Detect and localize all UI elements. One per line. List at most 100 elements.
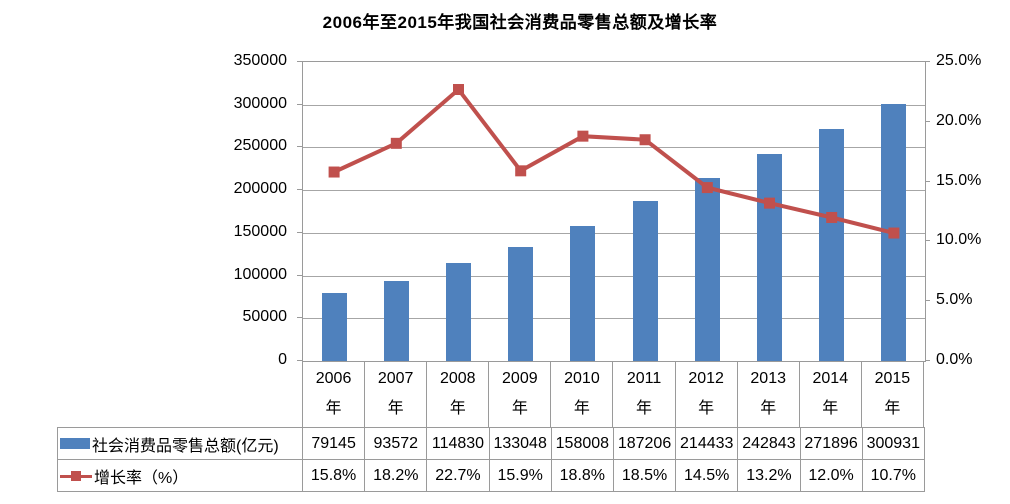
year-number: 2015 xyxy=(874,370,911,388)
value-cell-2010年-s0: 158008 xyxy=(550,427,614,460)
right-axis-tick-label: 10.0% xyxy=(936,231,982,249)
table-row-line: 增长率（%） 15.8% 18.2% 22.7% 15.9% 18.8% 18.5% 14.5… xyxy=(57,459,925,492)
left-axis-tick xyxy=(297,317,302,319)
value-cell-2009年-s0: 133048 xyxy=(488,427,552,460)
line-marker-2010年 xyxy=(577,130,589,142)
year-suffix: 年 xyxy=(449,399,466,417)
right-axis-tick xyxy=(925,240,930,242)
line-marker-2015年 xyxy=(888,227,900,239)
growth-rate-line xyxy=(328,84,900,239)
year-number: 2009 xyxy=(502,370,538,388)
x-axis-label-2013年: 2013 年 xyxy=(738,361,800,427)
left-axis-tick xyxy=(297,274,302,276)
year-suffix: 年 xyxy=(511,399,528,417)
value-cell-2015年-s1: 10.7% xyxy=(861,459,925,492)
x-axis-label-2014年: 2014 年 xyxy=(800,361,862,427)
x-axis-label-2006年: 2006 年 xyxy=(303,361,366,427)
h-gridline xyxy=(303,232,925,234)
legend-cell-line: 增长率（%） xyxy=(57,459,303,492)
bar-2012年 xyxy=(694,177,720,361)
left-axis-tick xyxy=(297,360,302,361)
year-number: 2013 xyxy=(750,370,786,388)
year-suffix: 年 xyxy=(387,399,404,417)
year-number: 2008 xyxy=(439,370,476,388)
x-axis-label-2008年: 2008 年 xyxy=(427,361,490,427)
bar-series-swatch-icon xyxy=(60,438,90,449)
series-name: 社会消费品零售总额(亿元) xyxy=(92,437,279,455)
right-axis-tick-label: 5.0% xyxy=(936,291,973,309)
right-axis-tick xyxy=(925,360,930,361)
value-cell-2007年-s1: 18.2% xyxy=(364,459,428,492)
line-marker-2013年 xyxy=(764,197,775,209)
h-gridline xyxy=(303,318,925,320)
left-axis-tick-label: 250000 xyxy=(233,137,287,155)
legend-cell-bar: 社会消费品零售总额(亿元) xyxy=(57,427,303,460)
line-marker-2011年 xyxy=(639,134,651,146)
line-marker-2006年 xyxy=(328,166,340,178)
year-suffix: 年 xyxy=(884,399,901,417)
x-axis-label-2011年: 2011 年 xyxy=(613,361,676,427)
line-marker-2009年 xyxy=(515,165,527,177)
value-cell-2011年-s0: 187206 xyxy=(612,427,677,460)
year-suffix: 年 xyxy=(760,399,777,417)
x-axis-label-2015年: 2015 年 xyxy=(862,361,923,427)
value-cell-2014年-s1: 12.0% xyxy=(799,459,863,492)
year-suffix: 年 xyxy=(636,399,653,417)
bar-2008年 xyxy=(446,262,471,361)
bar-2014年 xyxy=(819,128,845,361)
bar-2011年 xyxy=(632,201,658,361)
left-axis-tick xyxy=(297,189,302,191)
year-suffix: 年 xyxy=(573,399,590,417)
value-cell-2013年-s1: 13.2% xyxy=(737,459,801,492)
left-axis-tick-label: 50000 xyxy=(242,308,288,326)
year-number: 2006 xyxy=(315,370,352,388)
left-axis-tick-label: 0 xyxy=(278,351,287,368)
right-axis-tick xyxy=(925,120,930,122)
left-axis-tick-label: 300000 xyxy=(233,94,287,112)
year-number: 2014 xyxy=(812,370,849,388)
year-number: 2007 xyxy=(377,370,414,388)
table-row-bar: 社会消费品零售总额(亿元) 79145 93572 114830 133048 15800… xyxy=(57,427,925,460)
year-suffix: 年 xyxy=(822,399,839,417)
value-cell-2009年-s1: 15.9% xyxy=(488,459,552,492)
x-axis-label-2010年: 2010 年 xyxy=(551,361,614,427)
left-axis-tick xyxy=(297,146,302,148)
bar-2009年 xyxy=(508,247,534,361)
h-gridline xyxy=(303,147,925,149)
h-gridline xyxy=(303,190,925,192)
value-cell-2011年-s1: 18.5% xyxy=(612,459,677,492)
right-axis-tick xyxy=(925,180,930,182)
plot-area xyxy=(302,61,926,362)
bar-2006年 xyxy=(321,293,347,361)
left-axis-tick-label: 200000 xyxy=(233,180,287,198)
left-axis-tick xyxy=(297,61,302,62)
left-axis-tick-label: 100000 xyxy=(233,265,287,283)
value-cell-2006年-s0: 79145 xyxy=(301,427,366,460)
year-number: 2010 xyxy=(564,370,600,388)
x-axis-category-band: 2006 年 2007 年 2008 年 2009 年 2010 年 2011 年 2012 年 2013 年… xyxy=(302,361,924,427)
value-cell-2015年-s0: 300931 xyxy=(861,427,925,460)
bar-2013年 xyxy=(757,153,782,361)
line-marker-2007年 xyxy=(390,137,402,149)
data-table: 社会消费品零售总额(亿元) 79145 93572 114830 133048 15800… xyxy=(57,427,925,492)
line-marker-2012年 xyxy=(701,182,713,194)
year-number: 2012 xyxy=(688,370,724,388)
chart-title: 2006年至2015年我国社会消费品零售总额及增长率 xyxy=(322,13,718,32)
value-cell-2012年-s0: 214433 xyxy=(675,427,739,460)
year-suffix: 年 xyxy=(325,399,342,417)
right-axis-tick-label: 15.0% xyxy=(936,171,982,189)
year-suffix: 年 xyxy=(698,399,715,417)
right-axis-tick-label: 20.0% xyxy=(936,111,982,129)
left-axis-tick-label: 150000 xyxy=(233,222,287,240)
value-cell-2006年-s1: 15.8% xyxy=(301,459,366,492)
h-gridline xyxy=(303,104,925,106)
bar-2007年 xyxy=(383,281,409,361)
right-axis-tick xyxy=(925,61,930,62)
value-cell-2010年-s1: 18.8% xyxy=(550,459,614,492)
left-axis-tick-label: 350000 xyxy=(233,52,287,69)
line-marker-2014年 xyxy=(826,211,838,223)
x-axis-label-2007年: 2007 年 xyxy=(365,361,428,427)
line-series-swatch-icon xyxy=(60,470,92,482)
left-axis-tick xyxy=(297,231,302,233)
